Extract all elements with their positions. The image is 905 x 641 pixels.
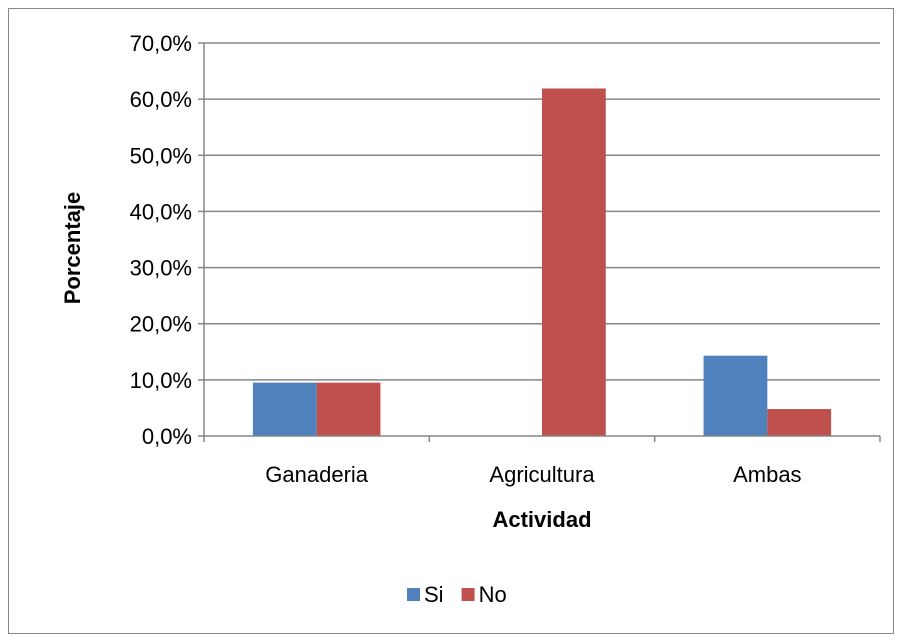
legend-label-no: No <box>479 582 507 607</box>
y-tick-label: 50,0% <box>130 143 192 168</box>
y-tick-labels: 0,0% 10,0% 20,0% 30,0% 40,0% 50,0% 60,0% 70,0% <box>130 31 192 449</box>
y-tick-label: 20,0% <box>130 312 192 337</box>
bar-no-agricultura <box>542 88 606 437</box>
legend-swatch-si <box>407 588 420 601</box>
y-tick-label: 0,0% <box>142 424 192 449</box>
x-tick-labels: Ganaderia Agricultura Ambas <box>265 462 801 487</box>
y-tick-label: 70,0% <box>130 31 192 56</box>
bar-si-ganaderia <box>252 382 317 436</box>
y-axis-title: Porcentaje <box>60 192 85 305</box>
legend: Si No <box>407 582 507 607</box>
y-tick-label: 60,0% <box>130 87 192 112</box>
y-tick-label: 40,0% <box>130 199 192 224</box>
bar-no-ganaderia <box>316 382 381 436</box>
bar-no-ambas <box>767 409 832 436</box>
y-tick-label: 10,0% <box>130 368 192 393</box>
x-tick-label: Agricultura <box>489 462 595 487</box>
legend-label-si: Si <box>424 582 444 607</box>
x-tick-label: Ganaderia <box>265 462 369 487</box>
x-axis-title: Actividad <box>492 507 591 532</box>
y-tick-label: 30,0% <box>130 256 192 281</box>
chart-frame <box>8 8 894 634</box>
x-tick-label: Ambas <box>733 462 801 487</box>
bar-si-ambas <box>703 355 768 436</box>
bars <box>252 88 832 437</box>
legend-swatch-no <box>461 588 475 601</box>
axes <box>198 42 881 442</box>
